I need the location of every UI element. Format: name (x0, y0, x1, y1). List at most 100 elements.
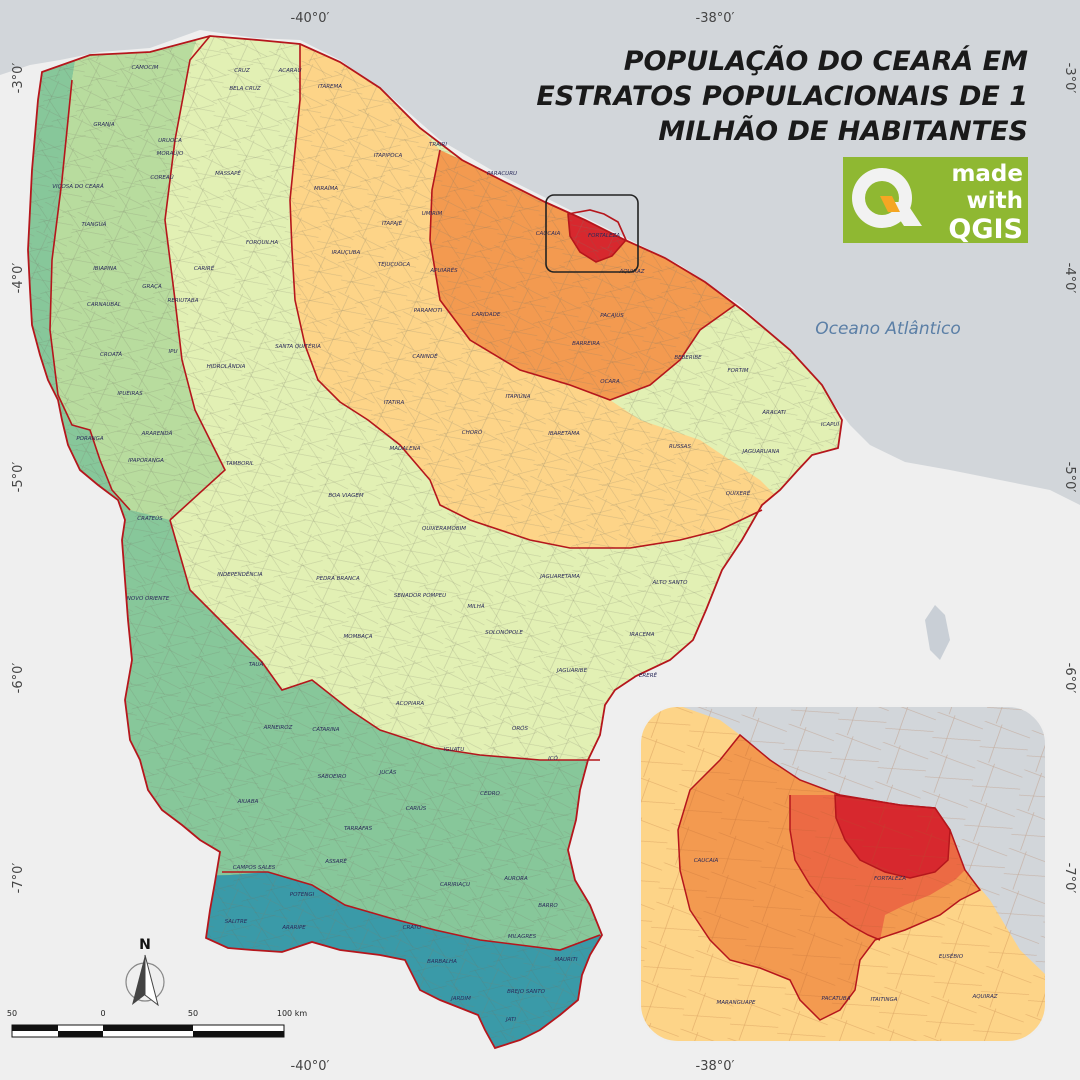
municipality-label: PEDRA BRANCA (316, 576, 360, 582)
logo-made-text: made (951, 161, 1023, 187)
municipality-label: CARIDADE (472, 312, 501, 318)
municipality-label: SANTA QUITÉRIA (275, 342, 321, 350)
lat-label-right: -4°0′ (1062, 263, 1077, 294)
municipality-label: ICAPUÍ (821, 421, 841, 428)
lat-label-left: -4°0′ (11, 263, 26, 294)
municipality-label: CARNAUBAL (87, 302, 121, 308)
inset-municipality-label: CAUCAIA (694, 858, 719, 864)
municipality-label: CRUZ (234, 68, 250, 74)
scale-tick-label: 100 km (277, 1009, 307, 1018)
map-title: POPULAÇÃO DO CEARÁ EM ESTRATOS POPULACIO… (536, 45, 1028, 147)
municipality-label: URUOCA (158, 138, 182, 144)
inset-municipality-label: MARANGUAPE (716, 1000, 756, 1006)
graticule-labels: -40°0′ -38°0′ -40°0′ -38°0′ -3°0′ -4°0′ … (11, 11, 1077, 1074)
inset-frame (639, 705, 1047, 1043)
municipality-label: FORTALEZA (588, 233, 620, 239)
municipality-label: ARNEIROZ (263, 725, 293, 731)
municipality-label: MADALENA (390, 446, 421, 452)
municipality-label: BARREIRA (572, 341, 600, 347)
municipality-label: ITAPIPOCA (374, 153, 403, 159)
municipality-label: IPU (169, 349, 178, 355)
municipality-label: CAMPOS SALES (233, 865, 276, 871)
municipality-label: CATARINA (312, 727, 339, 733)
municipality-label: MORAÚJO (157, 150, 184, 157)
municipality-label: ITAPIÚNA (505, 393, 530, 400)
municipality-label: CANINDÉ (412, 352, 438, 360)
north-label: N (139, 937, 151, 953)
municipality-label: CAUCAIA (536, 231, 561, 237)
municipality-label: MASSAPÊ (215, 169, 241, 177)
municipality-label: ARACATI (761, 410, 786, 416)
municipality-label: PARACURU (487, 171, 517, 177)
municipality-label: CARIRIAÇU (440, 882, 470, 888)
municipality-label: ITAREMA (318, 84, 342, 90)
municipality-label: SABOEIRO (318, 774, 347, 780)
title-line-3: MILHÃO DE HABITANTES (658, 115, 1028, 147)
municipality-label: IGUATU (444, 747, 465, 753)
municipality-label: SOLONÓPOLE (485, 629, 523, 636)
municipality-label: IBARETAMA (548, 431, 580, 437)
inset-municipality-label: FORTALEZA (874, 876, 906, 882)
municipality-label: SENADOR POMPEU (394, 593, 446, 599)
municipality-label: TRAIRI (429, 142, 447, 148)
municipality-label: OCARA (600, 379, 620, 385)
lat-label-left: -7°0′ (11, 863, 26, 894)
qgis-logo-icon (852, 168, 922, 228)
lat-label-left: -3°0′ (11, 63, 26, 94)
municipality-labels: CAMOCIM CRUZ ACARAÚ ITAREMA BELA CRUZ GR… (52, 65, 840, 1023)
municipality-label: RERIUTABA (168, 298, 199, 304)
municipality-label: TAUÁ (249, 661, 264, 668)
sea-area (0, 0, 1080, 505)
lake (925, 605, 950, 660)
municipality-label: ALTO SANTO (652, 580, 689, 586)
municipality-label: CAMOCIM (132, 65, 159, 71)
title-line-2: ESTRATOS POPULACIONAIS DE 1 (536, 81, 1028, 112)
municipality-label: JAGUARIBE (556, 668, 588, 674)
logo-with-text: with (966, 188, 1023, 214)
municipality-label: MOMBAÇA (344, 634, 373, 640)
municipality-label: JAGUARETAMA (539, 574, 580, 580)
lon-label-top-right: -38°0′ (696, 11, 735, 26)
municipality-label: ACARAÚ (278, 67, 302, 74)
municipality-label: BOA VIAGEM (328, 493, 363, 499)
municipality-label: JARDIM (450, 996, 471, 1002)
qgis-logo: made with QGIS (843, 157, 1028, 245)
municipality-label: GRANJA (93, 122, 115, 128)
municipality-label: TIANGUÁ (82, 221, 107, 228)
municipality-label: CRATO (403, 925, 422, 931)
municipality-label: ITAPAJÉ (382, 219, 403, 227)
municipality-label: ARARENDÁ (141, 430, 173, 437)
municipality-label: AURORA (503, 876, 528, 882)
municipality-label: ARARIPE (281, 925, 306, 931)
municipality-label: UMIRIM (422, 211, 443, 217)
municipality-label: JATI (505, 1017, 516, 1023)
municipality-label: JAGUARUANA (742, 449, 780, 455)
municipality-label: CROATÁ (100, 351, 122, 358)
scale-bar: 50 0 50 100 km (7, 1009, 307, 1038)
municipality-label: QUIXERAMOBIM (422, 526, 466, 532)
municipality-label: AIUABA (237, 799, 259, 805)
municipality-label: PACAJUS (600, 313, 624, 319)
municipality-label: PARAMOTI (414, 308, 443, 314)
municipality-label: ACOPIARA (395, 701, 424, 707)
municipality-label: BARRO (538, 903, 558, 909)
municipality-label: FORQUILHA (246, 240, 278, 246)
inset-municipality-label: PACATUBA (822, 996, 851, 1002)
municipality-label: TAMBORIL (226, 461, 254, 467)
municipality-label: MAURITI (555, 957, 578, 963)
municipality-label: CHORÓ (462, 429, 483, 436)
municipality-label: APUIARÉS (429, 266, 458, 274)
ocean-label: Oceano Atlântico (815, 319, 961, 339)
municipality-label: BELA CRUZ (229, 86, 261, 92)
lat-label-right: -7°0′ (1062, 863, 1077, 894)
municipality-label: RUSSAS (669, 444, 691, 450)
municipality-label: ASSARÉ (324, 857, 347, 865)
lon-label-bottom-right: -38°0′ (696, 1059, 735, 1074)
municipality-label: IRAUÇUBA (332, 250, 361, 256)
municipality-label: QUIXERÉ (726, 489, 751, 497)
lon-label-bottom-left: -40°0′ (291, 1059, 330, 1074)
municipality-label: ORÓS (512, 725, 528, 732)
inset-municipality-label: AQUIRAZ (971, 994, 997, 1000)
lat-label-right: -6°0′ (1062, 663, 1077, 694)
